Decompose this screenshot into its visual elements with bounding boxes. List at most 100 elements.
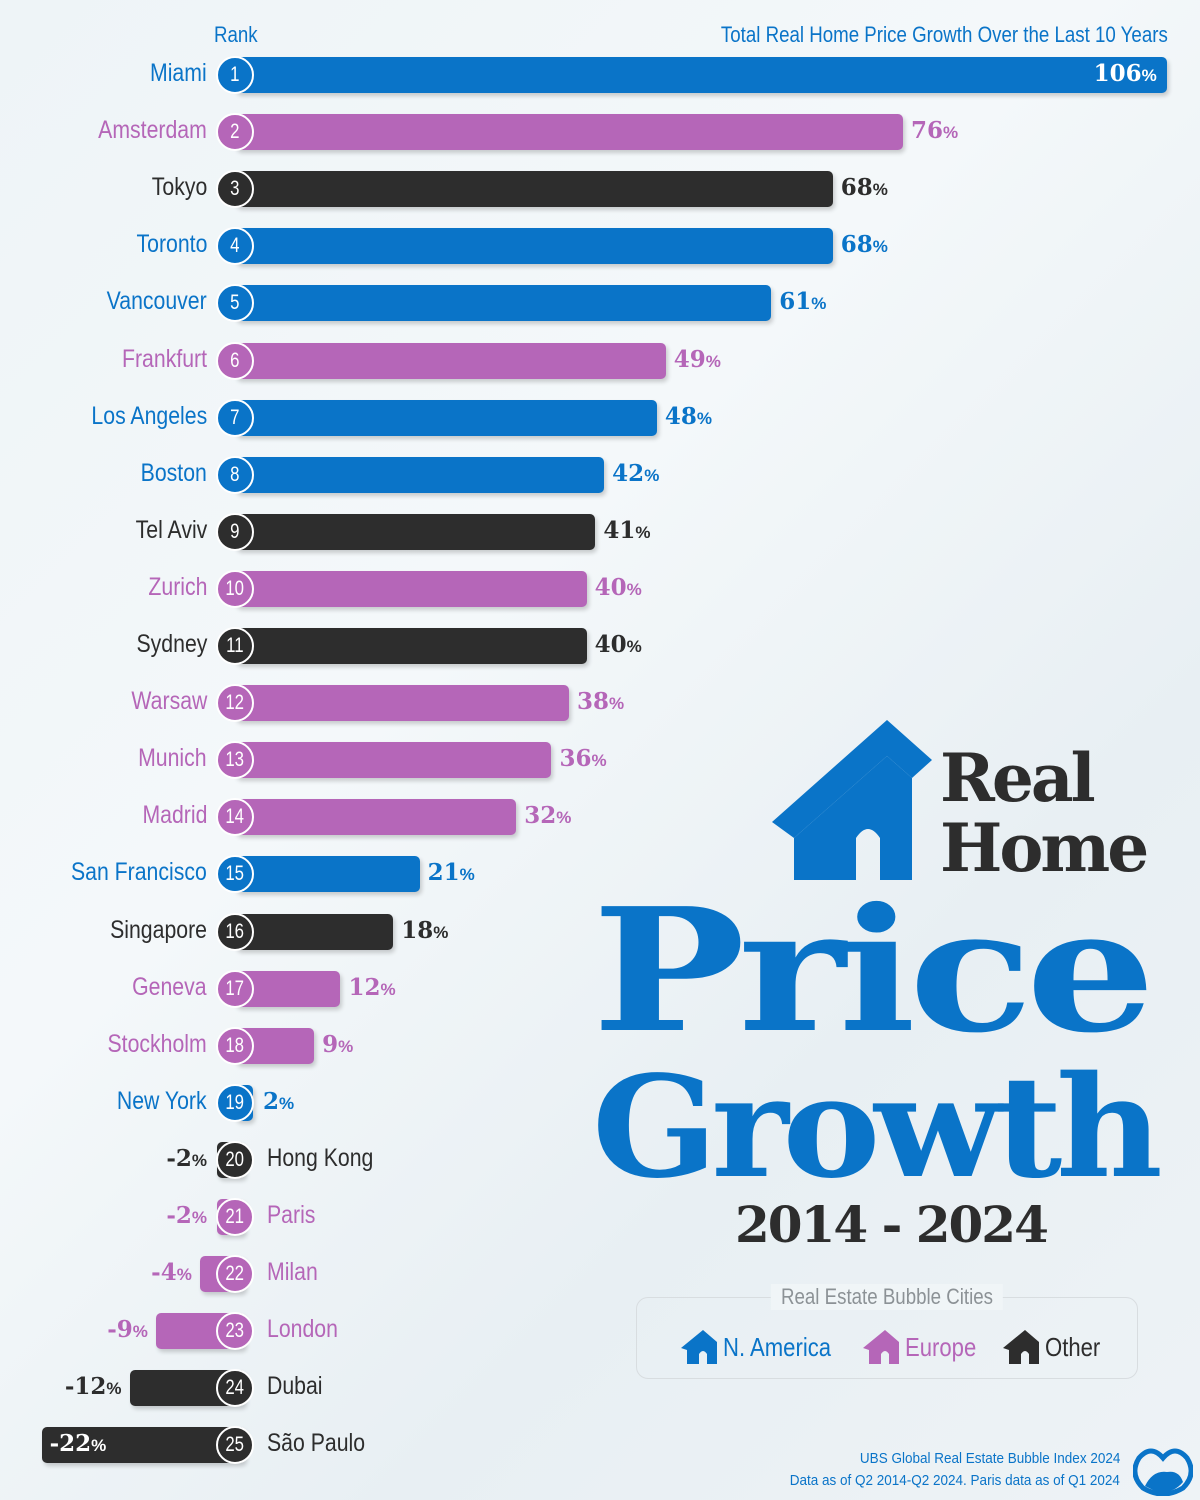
- value-label: -9%: [107, 1316, 148, 1344]
- bar: [235, 628, 587, 664]
- rank-badge: 1: [216, 56, 254, 94]
- bar: [235, 399, 657, 436]
- value-label: -2%: [166, 1202, 207, 1229]
- logo-icon: [1133, 1448, 1193, 1496]
- rank-badge: 12: [216, 684, 254, 723]
- bar: [235, 913, 394, 950]
- value-header: Total Real Home Price Growth Over the La…: [721, 22, 1168, 47]
- rank-badge: 23: [216, 1312, 254, 1351]
- rank-badge: 8: [216, 455, 254, 494]
- legend-item-n-america: N. America: [681, 1330, 850, 1364]
- rank-badge: 24: [216, 1369, 254, 1408]
- title-home: Home: [940, 809, 1149, 887]
- value-label: 68%: [840, 174, 888, 202]
- source-line-1: UBS Global Real Estate Bubble Index 2024: [859, 1450, 1120, 1467]
- bar: [235, 57, 1167, 93]
- bar: [235, 228, 833, 265]
- value-label: 42%: [612, 459, 660, 487]
- city-label: Milan: [267, 1258, 318, 1287]
- city-label: Geneva: [132, 972, 207, 1001]
- value-label: 106%: [1093, 60, 1157, 87]
- city-label: Vancouver: [106, 287, 207, 316]
- bar: [235, 685, 570, 722]
- city-label: San Francisco: [71, 858, 207, 887]
- legend-item-europe: Europe: [863, 1330, 989, 1364]
- city-label: Madrid: [142, 801, 207, 830]
- value-label: 9%: [322, 1030, 354, 1058]
- value-label: 49%: [673, 345, 721, 373]
- city-label: Munich: [138, 744, 207, 773]
- value-label: 12%: [348, 973, 396, 1001]
- rank-badge: 13: [216, 741, 254, 780]
- value-label: -2%: [166, 1144, 207, 1172]
- city-label: New York: [117, 1086, 207, 1115]
- legend-label: Other: [1045, 1331, 1101, 1362]
- title-price: Price: [592, 871, 1156, 1071]
- legend-label: Europe: [905, 1331, 977, 1362]
- rank-badge: 7: [216, 398, 254, 437]
- city-label: Sydney: [136, 630, 207, 658]
- city-label: London: [267, 1315, 338, 1344]
- bar: [235, 513, 596, 550]
- rank-badge: 15: [216, 855, 254, 894]
- rank-badge: 25: [216, 1426, 254, 1465]
- legend-item-other: Other: [1003, 1330, 1110, 1364]
- rank-badge: 10: [216, 569, 254, 608]
- source-line-2: Data as of Q2 2014-Q2 2024. Paris data a…: [789, 1472, 1120, 1489]
- bar: [235, 285, 772, 322]
- value-label: 38%: [577, 688, 625, 716]
- bar: [235, 856, 420, 893]
- value-label: -12%: [64, 1373, 122, 1401]
- value-label: 48%: [664, 402, 713, 430]
- city-label: Zurich: [147, 572, 207, 601]
- title-growth: Growth: [592, 1046, 1163, 1210]
- value-label: 32%: [524, 802, 572, 830]
- city-label: Tel Aviv: [135, 515, 207, 544]
- rank-badge: 18: [216, 1026, 254, 1065]
- city-label: Toronto: [136, 230, 207, 259]
- rank-badge: 14: [216, 798, 254, 837]
- rank-badge: 2: [216, 113, 254, 152]
- rank-badge: 3: [216, 170, 254, 209]
- legend: Real Estate Bubble Cities N. America Eur…: [636, 1284, 1138, 1379]
- value-label: 36%: [559, 745, 607, 773]
- bar: [235, 114, 904, 151]
- legend-label: N. America: [723, 1331, 832, 1362]
- value-label: 40%: [594, 631, 642, 658]
- value-label: 40%: [594, 573, 642, 601]
- value-label: 18%: [401, 916, 449, 944]
- legend-title: Real Estate Bubble Cities: [770, 1284, 1004, 1310]
- city-label: Amsterdam: [98, 116, 207, 145]
- rank-badge: 16: [216, 912, 254, 951]
- city-label: Boston: [140, 458, 207, 487]
- rank-badge: 17: [216, 969, 254, 1008]
- city-label: Frankfurt: [121, 344, 207, 373]
- bar: [235, 342, 666, 379]
- value-label: -4%: [151, 1259, 192, 1287]
- rank-badge: 19: [216, 1083, 254, 1122]
- value-label: 21%: [427, 859, 475, 887]
- house-icon: [1003, 1330, 1039, 1364]
- rank-header: Rank: [214, 22, 258, 47]
- bar: [235, 570, 587, 607]
- city-label: Stockholm: [107, 1029, 207, 1058]
- city-label: Los Angeles: [91, 401, 207, 430]
- rank-badge: 9: [216, 512, 254, 551]
- value-label: -22%: [49, 1430, 107, 1458]
- bar: [235, 799, 517, 836]
- title-real: Real: [940, 739, 1096, 817]
- rank-badge: 6: [216, 341, 254, 380]
- value-label: 41%: [603, 516, 651, 544]
- value-label: 61%: [779, 288, 827, 316]
- city-label: Miami: [150, 59, 207, 87]
- rank-badge: 22: [216, 1255, 254, 1294]
- city-label: Paris: [267, 1201, 316, 1229]
- rank-badge: 11: [216, 627, 254, 665]
- city-label: Tokyo: [151, 173, 207, 202]
- house-icon: [681, 1330, 717, 1364]
- value-label: 2%: [263, 1087, 295, 1115]
- bar: [41, 1427, 245, 1464]
- value-label: 76%: [911, 117, 959, 145]
- house-icon: [772, 720, 932, 880]
